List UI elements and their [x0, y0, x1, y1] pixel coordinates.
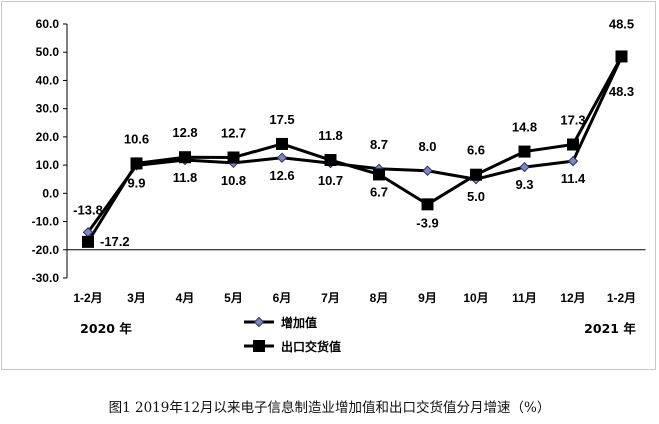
marker-value-added — [276, 152, 288, 163]
y-tick-label: 10.0 — [36, 158, 60, 172]
marker-export-delivery — [227, 151, 240, 164]
data-label-value-added: -13.8 — [73, 202, 103, 217]
y-tick-label: -20.0 — [32, 243, 60, 257]
data-label-export-delivery: 6.6 — [467, 143, 485, 158]
data-label-value-added: 10.8 — [221, 173, 246, 188]
x-tick-label: 1-2月 — [73, 291, 102, 305]
y-tick-label: 0.0 — [42, 186, 59, 200]
line-chart: 60.0 50.0 40.0 30.0 20.0 10.0 0.0 -10.0 -20.0 -30… — [32, 16, 646, 354]
marker-export-delivery — [324, 154, 337, 167]
marker-export-delivery — [179, 151, 191, 164]
marker-value-added — [567, 155, 579, 167]
marker-value-added — [422, 165, 433, 176]
data-label-export-delivery: 12.7 — [221, 125, 246, 140]
data-label-export-delivery: 48.5 — [609, 16, 634, 31]
data-label-export-delivery: 6.7 — [370, 184, 388, 199]
legend-label-export-delivery: 出口交货值 — [281, 339, 341, 354]
data-label-value-added: 11.8 — [173, 170, 198, 185]
marker-export-delivery — [567, 138, 579, 151]
data-label-value-added: 9.3 — [515, 177, 533, 192]
data-label-export-delivery: 17.3 — [560, 113, 585, 128]
marker-export-delivery — [373, 168, 385, 181]
x-tick-label: 7月 — [321, 291, 340, 305]
data-label-export-delivery: 14.8 — [512, 120, 537, 135]
data-label-value-added: 8.7 — [370, 137, 388, 152]
marker-export-delivery — [470, 168, 482, 181]
data-label-export-delivery: -3.9 — [416, 215, 438, 230]
data-label-export-delivery: 12.8 — [172, 125, 197, 140]
marker-export-delivery — [130, 157, 143, 170]
year-label-end: 2021 年 — [584, 321, 636, 336]
y-tick-label: -10.0 — [32, 215, 60, 229]
data-label-value-added: 12.6 — [269, 168, 294, 183]
x-tick-label: 8月 — [370, 291, 389, 305]
x-tick-label: 3月 — [127, 291, 146, 305]
series-line-export-delivery — [86, 55, 623, 243]
marker-export-delivery — [615, 50, 628, 63]
data-label-export-delivery: 11.8 — [318, 128, 343, 143]
data-label-value-added: 48.3 — [609, 84, 634, 99]
x-tick-label: 10月 — [463, 291, 488, 305]
y-tick-label: 20.0 — [36, 130, 60, 144]
x-tick-label: 4月 — [176, 291, 195, 305]
x-tick-label: 1-2月 — [607, 291, 636, 305]
y-tick-label: 30.0 — [36, 102, 60, 116]
y-tick-label: -30.0 — [32, 271, 60, 285]
marker-value-added — [519, 161, 530, 173]
data-label-export-delivery: 17.5 — [269, 112, 294, 127]
legend-marker-value-added — [253, 316, 265, 328]
data-label-value-added: 9.9 — [127, 175, 145, 190]
y-tick-label: 60.0 — [36, 17, 60, 31]
data-label-value-added: 5.0 — [467, 189, 485, 204]
marker-export-delivery — [518, 145, 531, 158]
marker-export-delivery — [82, 235, 94, 248]
data-label-value-added: 11.4 — [561, 171, 586, 186]
figure-caption: 图1 2019年12月以来电子信息制造业增加值和出口交货值分月增速（%） — [108, 400, 551, 416]
chart-frame — [1, 1, 656, 370]
legend-label-value-added: 增加值 — [281, 315, 317, 330]
legend-marker-export-delivery — [253, 340, 265, 352]
data-label-export-delivery: 10.6 — [124, 131, 149, 146]
data-label-value-added: 10.7 — [318, 173, 343, 188]
year-label-start: 2020 年 — [80, 321, 132, 336]
x-tick-label: 11月 — [512, 291, 537, 305]
data-label-export-delivery: -17.2 — [100, 234, 130, 249]
series-line-value-added — [86, 56, 623, 234]
y-tick-label: 50.0 — [36, 45, 60, 59]
data-label-value-added: 8.0 — [418, 139, 436, 154]
marker-export-delivery — [276, 137, 288, 150]
x-tick-label: 6月 — [273, 291, 292, 305]
x-tick-label: 12月 — [560, 291, 585, 305]
y-tick-label: 40.0 — [36, 73, 60, 87]
x-tick-label: 5月 — [224, 291, 243, 305]
x-tick-label: 9月 — [418, 291, 437, 305]
marker-export-delivery — [421, 198, 434, 211]
